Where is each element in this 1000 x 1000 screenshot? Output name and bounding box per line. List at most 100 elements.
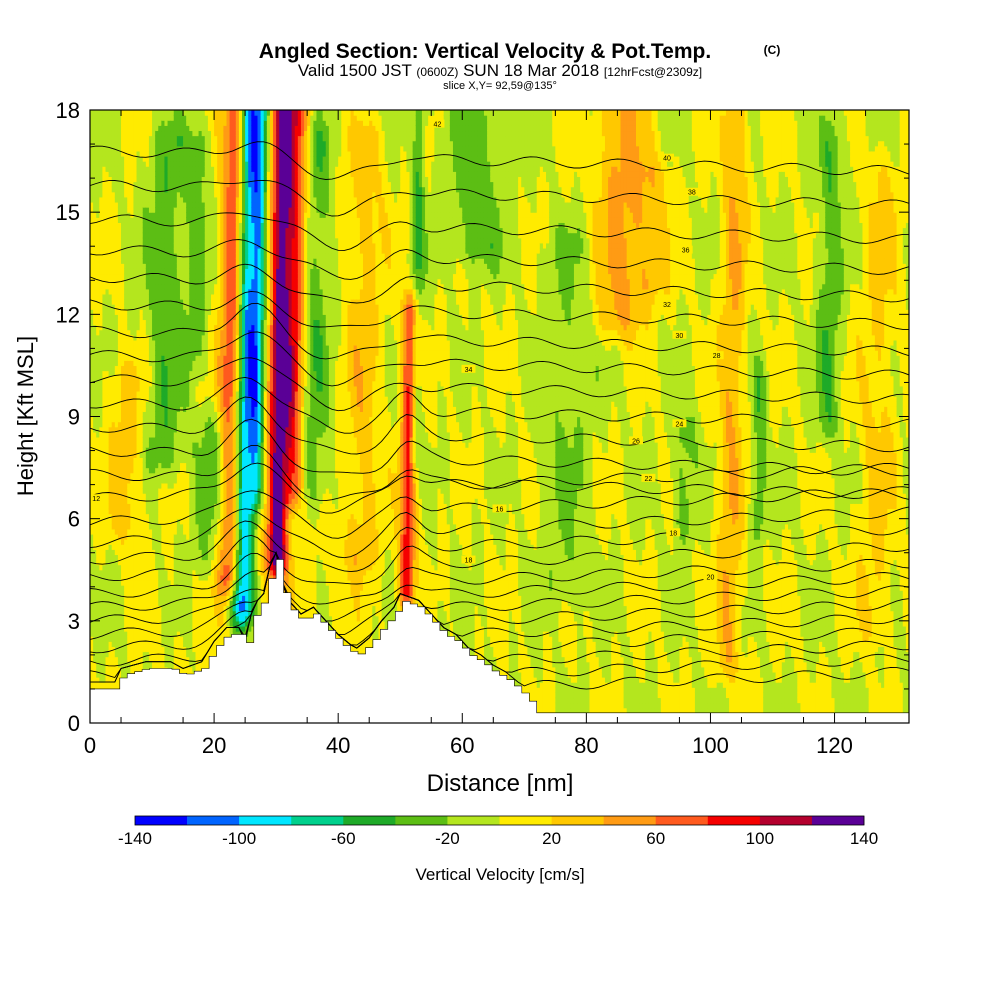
field-cell bbox=[102, 452, 107, 458]
field-cell bbox=[96, 539, 100, 545]
field-cell bbox=[93, 457, 97, 464]
field-cell bbox=[124, 447, 128, 453]
field-cell bbox=[96, 232, 100, 239]
field-cell bbox=[114, 600, 119, 607]
field-cell bbox=[164, 544, 169, 550]
field-cell bbox=[111, 579, 116, 586]
field-cell bbox=[108, 237, 113, 244]
field-cell bbox=[121, 656, 125, 663]
field-cell bbox=[108, 401, 113, 407]
field-cell bbox=[90, 661, 94, 668]
field-cell bbox=[111, 595, 116, 601]
field-cell bbox=[161, 125, 166, 132]
field-cell bbox=[117, 242, 122, 249]
field-cell bbox=[152, 564, 156, 571]
field-cell bbox=[127, 222, 131, 229]
field-cell bbox=[164, 625, 169, 632]
field-cell bbox=[145, 620, 150, 627]
field-cell bbox=[130, 411, 135, 418]
field-cell bbox=[170, 590, 175, 596]
field-cell bbox=[148, 554, 153, 561]
field-cell bbox=[152, 615, 156, 622]
field-cell bbox=[158, 304, 162, 310]
field-cell bbox=[145, 462, 150, 469]
field-cell bbox=[105, 462, 110, 469]
field-cell bbox=[148, 258, 153, 264]
field-cell bbox=[142, 523, 147, 530]
field-cell bbox=[114, 610, 119, 617]
field-cell bbox=[164, 528, 169, 535]
field-cell bbox=[117, 620, 122, 627]
field-cell bbox=[167, 161, 172, 167]
field-cell bbox=[155, 610, 159, 617]
field-cell bbox=[117, 559, 122, 566]
field-cell bbox=[102, 350, 107, 356]
field-cell bbox=[170, 600, 175, 607]
field-cell bbox=[139, 523, 144, 530]
field-cell bbox=[108, 462, 113, 469]
field-cell bbox=[130, 360, 135, 367]
field-cell bbox=[121, 641, 125, 647]
field-cell bbox=[164, 278, 169, 285]
field-cell bbox=[114, 130, 119, 137]
field-cell bbox=[158, 447, 162, 453]
field-cell bbox=[96, 651, 100, 658]
field-cell bbox=[90, 232, 94, 239]
field-cell bbox=[102, 574, 107, 581]
field-cell bbox=[127, 620, 131, 627]
field-cell bbox=[152, 207, 156, 213]
field-cell bbox=[155, 646, 159, 653]
field-cell bbox=[148, 641, 153, 647]
field-cell bbox=[155, 227, 159, 234]
field-cell bbox=[121, 207, 125, 213]
field-cell bbox=[117, 355, 122, 361]
field-cell bbox=[124, 457, 128, 464]
field-cell bbox=[164, 493, 169, 499]
field-cell bbox=[117, 375, 122, 382]
field-cell bbox=[136, 426, 141, 433]
field-cell bbox=[170, 401, 175, 407]
field-cell bbox=[117, 595, 122, 601]
field-cell bbox=[96, 411, 100, 418]
field-cell bbox=[136, 574, 141, 581]
field-cell bbox=[133, 263, 138, 269]
field-cell bbox=[152, 365, 156, 372]
field-cell bbox=[133, 273, 138, 280]
field-cell bbox=[111, 477, 116, 484]
field-cell bbox=[167, 651, 172, 658]
field-cell bbox=[105, 217, 110, 223]
field-cell bbox=[148, 237, 153, 244]
field-cell bbox=[152, 426, 156, 433]
field-cell bbox=[90, 585, 94, 591]
field-cell bbox=[127, 273, 131, 280]
field-cell bbox=[96, 278, 100, 285]
field-cell bbox=[93, 585, 97, 591]
field-cell bbox=[127, 651, 131, 658]
field-cell bbox=[127, 615, 131, 622]
field-cell bbox=[99, 396, 104, 402]
field-cell bbox=[127, 421, 131, 428]
field-cell bbox=[130, 150, 135, 157]
field-cell bbox=[158, 212, 162, 218]
field-cell bbox=[127, 201, 131, 208]
field-cell bbox=[155, 513, 159, 520]
field-cell bbox=[133, 150, 138, 157]
field-cell bbox=[121, 324, 125, 331]
field-cell bbox=[121, 590, 125, 596]
field-cell bbox=[108, 508, 113, 515]
field-cell bbox=[136, 232, 141, 239]
field-cell bbox=[117, 150, 122, 157]
field-cell bbox=[121, 186, 125, 193]
field-cell bbox=[114, 161, 119, 167]
field-cell bbox=[111, 569, 116, 576]
field-cell bbox=[167, 145, 172, 152]
field-cell bbox=[111, 207, 116, 213]
field-cell bbox=[155, 528, 159, 535]
field-cell bbox=[96, 528, 100, 535]
field-cell bbox=[93, 671, 97, 678]
field-cell bbox=[145, 329, 150, 336]
field-cell bbox=[158, 110, 162, 116]
field-cell bbox=[96, 365, 100, 372]
field-cell bbox=[121, 222, 125, 229]
field-cell bbox=[105, 539, 110, 545]
